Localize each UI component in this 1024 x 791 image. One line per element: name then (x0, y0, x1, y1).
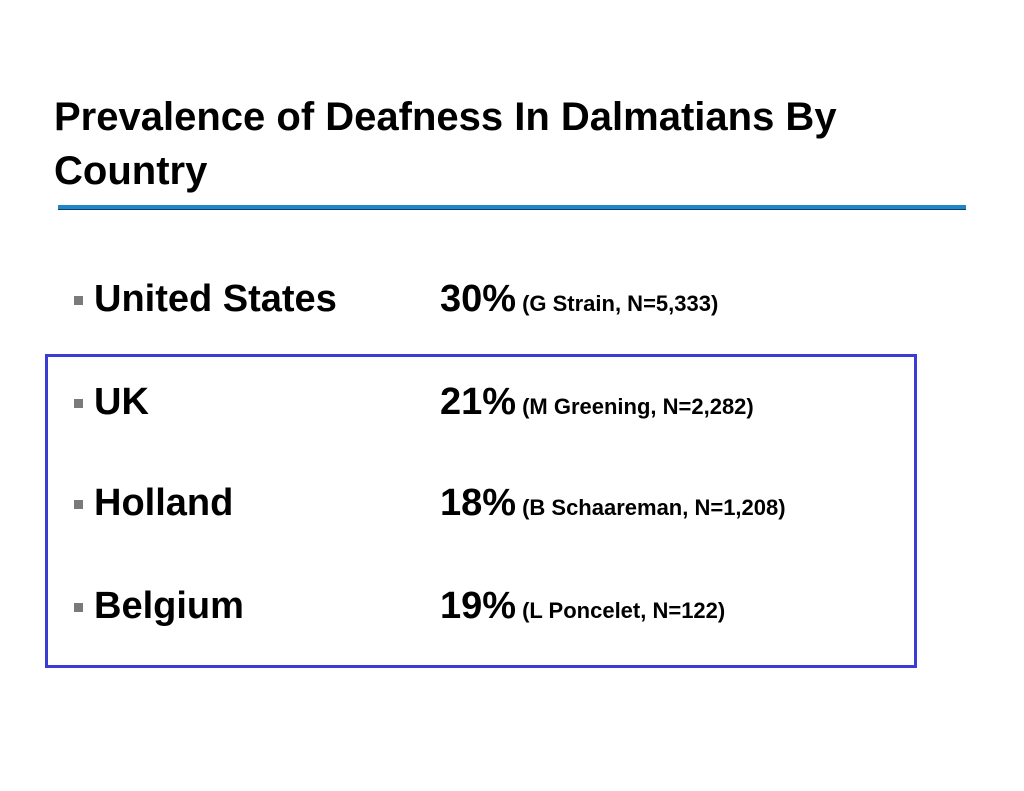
study-source: (M Greening, N=2,282) (522, 394, 754, 419)
country-label: Holland (94, 482, 234, 524)
title-underline (58, 205, 966, 210)
prevalence-percent: 19% (440, 585, 517, 627)
country-label: UK (94, 381, 149, 423)
study-source: (L Poncelet, N=122) (522, 598, 726, 623)
prevalence-percent: 18% (440, 482, 517, 524)
prevalence-percent: 21% (440, 381, 517, 423)
square-bullet-icon (74, 603, 83, 612)
stat-group: 30% (G Strain, N=5,333) (440, 274, 718, 332)
study-source: (G Strain, N=5,333) (522, 291, 719, 316)
square-bullet-icon (74, 500, 83, 509)
stat-group: 18% (B Schaareman, N=1,208) (440, 478, 786, 536)
study-source: (B Schaareman, N=1,208) (522, 495, 786, 520)
square-bullet-icon (74, 296, 83, 305)
stat-group: 19% (L Poncelet, N=122) (440, 581, 725, 639)
country-label: Belgium (94, 585, 244, 627)
country-label: United States (94, 278, 337, 320)
highlight-box (45, 354, 917, 668)
list-item-belgium: Belgium 19% (L Poncelet, N=122) (72, 581, 952, 631)
list-item-holland: Holland 18% (B Schaareman, N=1,208) (72, 478, 952, 528)
stat-group: 21% (M Greening, N=2,282) (440, 377, 754, 435)
list-item-uk: UK 21% (M Greening, N=2,282) (72, 377, 952, 427)
square-bullet-icon (74, 399, 83, 408)
list-item-united-states: United States 30% (G Strain, N=5,333) (72, 274, 952, 324)
slide-title: Prevalence of Deafness In Dalmatians By … (54, 95, 837, 193)
prevalence-percent: 30% (440, 278, 517, 320)
